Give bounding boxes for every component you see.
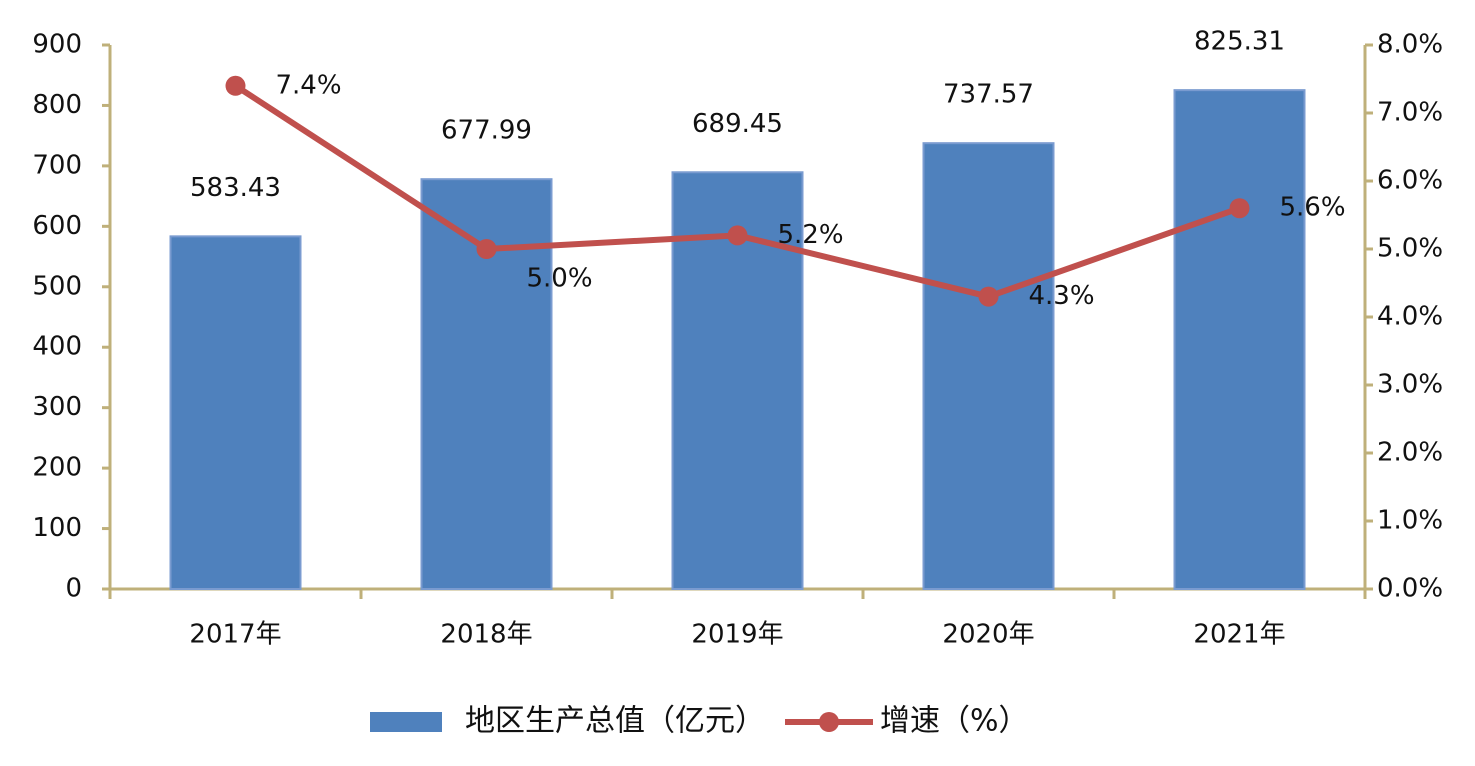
bar (922, 142, 1055, 591)
y2-tick-label: 3.0% (1377, 370, 1443, 400)
y2-tick-label: 0.0% (1377, 574, 1443, 604)
y2-tick-label: 5.0% (1377, 234, 1443, 264)
line-point (727, 225, 748, 246)
y2-tick-label: 2.0% (1377, 438, 1443, 468)
line-value-label: 5.2% (778, 220, 844, 250)
x-tick-label: 2018年 (440, 620, 532, 650)
bar-value-label: 583.43 (190, 173, 281, 203)
bar-value-label: 677.99 (441, 116, 532, 146)
legend-label: 增速（%） (880, 704, 1029, 739)
y-tick-label: 500 (32, 271, 82, 301)
line-point (476, 239, 497, 259)
x-tick-label: 2021年 (1193, 620, 1285, 650)
x-tick-label: 2017年 (189, 620, 281, 650)
y-tick-label: 700 (32, 150, 82, 180)
x-tick-label: 2020年 (942, 620, 1034, 650)
y-tick-label: 400 (32, 332, 82, 362)
bar-value-label: 689.45 (692, 109, 783, 139)
y2-tick-label: 6.0% (1377, 166, 1443, 196)
bar (169, 235, 302, 591)
y2-tick-label: 1.0% (1377, 506, 1443, 536)
y2-tick-label: 8.0% (1377, 30, 1443, 60)
bar-value-label: 825.31 (1194, 27, 1285, 57)
y-tick-label: 100 (32, 513, 82, 543)
line-value-label: 4.3% (1029, 281, 1095, 311)
line-value-label: 7.4% (276, 70, 342, 100)
y-tick-label: 800 (32, 90, 82, 120)
legend-label: 地区生产总值（亿元） (465, 704, 765, 739)
line-point (225, 75, 246, 96)
legend-swatch-point (819, 712, 839, 732)
line-point (1229, 198, 1250, 219)
y-tick-label: 300 (32, 392, 82, 422)
bar (1173, 89, 1306, 590)
bar-value-label: 737.57 (943, 80, 1034, 110)
x-tick-label: 2019年 (691, 620, 783, 650)
line-value-label: 5.0% (527, 264, 593, 294)
y2-tick-label: 4.0% (1377, 302, 1443, 332)
y-tick-label: 200 (32, 453, 82, 483)
y2-tick-label: 7.0% (1377, 98, 1443, 128)
y-tick-label: 600 (32, 211, 82, 241)
y-tick-label: 900 (32, 30, 82, 60)
y-tick-label: 0 (65, 574, 82, 604)
legend-swatch (370, 712, 442, 732)
line-point (978, 286, 999, 307)
line-value-label: 5.6% (1280, 193, 1346, 223)
